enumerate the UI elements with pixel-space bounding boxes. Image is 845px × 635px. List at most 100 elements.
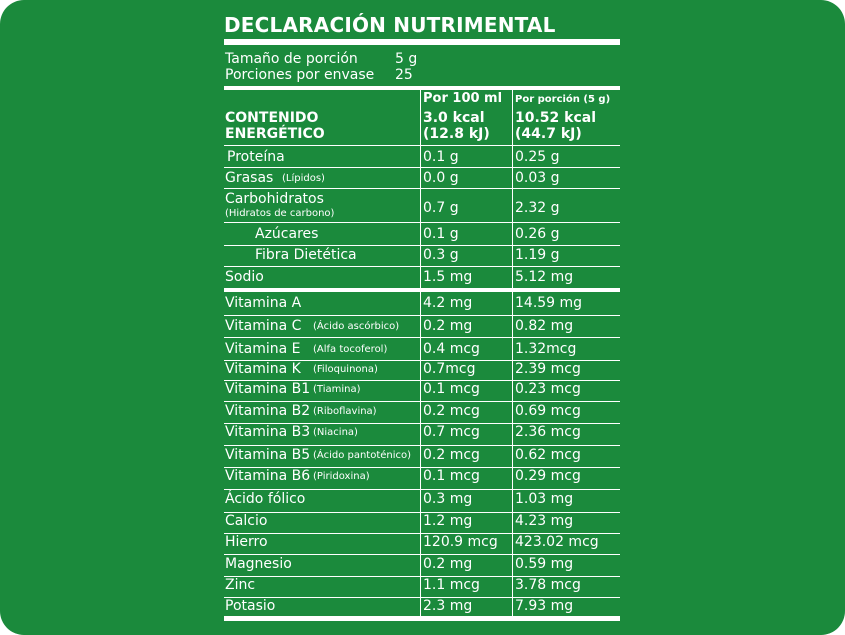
vitamin-sub: (Ácido pantoténico) bbox=[313, 450, 412, 461]
nutrient-per100: 0.0 g bbox=[423, 170, 459, 186]
serving-size-label: Tamaño de porción bbox=[225, 51, 358, 67]
vitamin-sub: (Niacina) bbox=[313, 427, 358, 438]
vitamin-portion: 0.23 mcg bbox=[515, 381, 581, 397]
energy-per100-kj: (12.8 kJ) bbox=[423, 126, 490, 142]
nutrient-per100: 0.3 g bbox=[423, 247, 459, 263]
vitamin-name: Vitamina B5 bbox=[225, 447, 311, 463]
vitamin-portion: 0.62 mcg bbox=[515, 447, 581, 463]
energy-per100-kcal: 3.0 kcal bbox=[423, 110, 485, 126]
row-divider bbox=[224, 337, 620, 338]
panel-title: DECLARACIÓN NUTRIMENTAL bbox=[224, 13, 556, 37]
vitamin-portion: 1.03 mg bbox=[515, 491, 574, 507]
vitamin-portion: 0.59 mg bbox=[515, 556, 574, 572]
row-divider bbox=[224, 554, 620, 555]
column-separator bbox=[420, 90, 421, 288]
vitamin-name: Magnesio bbox=[225, 556, 292, 572]
vitamin-per100: 0.7mcg bbox=[423, 361, 476, 377]
row-divider bbox=[224, 222, 620, 223]
energy-label-1: CONTENIDO bbox=[225, 110, 319, 126]
vitamin-sub: (Riboflavina) bbox=[313, 406, 377, 417]
row-divider bbox=[224, 576, 620, 577]
row-divider bbox=[224, 467, 620, 468]
vitamin-portion: 0.69 mcg bbox=[515, 403, 581, 419]
vitamin-per100: 0.7 mcg bbox=[423, 424, 480, 440]
nutrient-name: Sodio bbox=[225, 269, 264, 285]
vitamin-per100: 120.9 mcg bbox=[423, 534, 498, 550]
energy-label-2: ENERGÉTICO bbox=[225, 126, 325, 142]
nutrient-portion: 0.03 g bbox=[515, 170, 560, 186]
energy-rule bbox=[224, 145, 620, 146]
vitamin-sub: (Filoquinona) bbox=[313, 364, 378, 375]
vitamin-name: Hierro bbox=[225, 534, 268, 550]
nutrient-sub: (Hidratos de carbono) bbox=[225, 208, 335, 219]
vitamin-sub: (Piridoxina) bbox=[313, 471, 370, 482]
vitamin-portion: 2.36 mcg bbox=[515, 424, 581, 440]
vitamin-per100: 2.3 mg bbox=[423, 598, 473, 614]
vitamin-per100: 1.2 mg bbox=[423, 513, 473, 529]
nutrient-name: Fibra Dietética bbox=[255, 247, 357, 263]
vitamin-name: Potasio bbox=[225, 598, 276, 614]
row-divider bbox=[224, 489, 620, 490]
nutrition-facts-panel: DECLARACIÓN NUTRIMENTAL Tamaño de porció… bbox=[222, 10, 622, 624]
row-divider bbox=[224, 533, 620, 534]
vitamin-sub: (Ácido ascórbico) bbox=[313, 321, 400, 332]
column-separator bbox=[512, 90, 513, 288]
vitamin-portion: 0.82 mg bbox=[515, 318, 574, 334]
nutrient-name: Proteína bbox=[227, 149, 285, 165]
nutrient-name: Azúcares bbox=[255, 226, 319, 242]
row-divider bbox=[224, 445, 620, 446]
column-separator bbox=[420, 292, 421, 616]
vitamin-name: Calcio bbox=[225, 513, 268, 529]
vitamin-name: Vitamina C bbox=[225, 318, 302, 334]
vitamin-portion: 1.32mcg bbox=[515, 341, 577, 357]
vitamin-sub: (Alfa tocoferol) bbox=[313, 344, 388, 355]
vitamin-per100: 0.3 mg bbox=[423, 491, 473, 507]
energy-portion-kj: (44.7 kJ) bbox=[515, 126, 582, 142]
nutrient-name: Grasas bbox=[225, 170, 274, 186]
row-divider bbox=[224, 380, 620, 381]
header-rule bbox=[224, 86, 620, 90]
vitamin-name: Vitamina B2 bbox=[225, 403, 311, 419]
vitamin-portion: 2.39 mcg bbox=[515, 361, 581, 377]
per-portion-header: Por porción (5 g) bbox=[515, 94, 611, 105]
row-divider bbox=[224, 188, 620, 189]
nutrient-portion: 0.25 g bbox=[515, 149, 560, 165]
vitamin-portion: 4.23 mg bbox=[515, 513, 574, 529]
vitamin-portion: 7.93 mg bbox=[515, 598, 574, 614]
vitamin-per100: 0.4 mcg bbox=[423, 341, 480, 357]
row-divider bbox=[224, 401, 620, 402]
vitamin-per100: 0.2 mcg bbox=[423, 403, 480, 419]
vitamin-name: Vitamina K bbox=[225, 361, 301, 377]
servings-label: Porciones por envase bbox=[225, 67, 375, 83]
nutrient-per100: 1.5 mg bbox=[423, 269, 473, 285]
row-divider bbox=[224, 512, 620, 513]
title-rule bbox=[224, 39, 620, 45]
vitamin-portion: 14.59 mg bbox=[515, 295, 583, 311]
vitamin-name: Ácido fólico bbox=[225, 491, 306, 507]
vitamin-per100: 0.2 mcg bbox=[423, 447, 480, 463]
servings-value: 25 bbox=[395, 67, 413, 83]
nutrient-per100: 0.7 g bbox=[423, 200, 459, 216]
vitamins-rule bbox=[224, 288, 620, 292]
vitamin-per100: 4.2 mg bbox=[423, 295, 473, 311]
row-divider bbox=[224, 245, 620, 246]
vitamin-name: Vitamina B3 bbox=[225, 424, 311, 440]
row-divider bbox=[224, 360, 620, 361]
nutrient-portion: 2.32 g bbox=[515, 200, 560, 216]
vitamin-name: Vitamina A bbox=[225, 295, 302, 311]
nutrient-per100: 0.1 g bbox=[423, 149, 459, 165]
vitamin-name: Zinc bbox=[225, 577, 256, 593]
row-divider bbox=[224, 423, 620, 424]
vitamin-per100: 0.2 mg bbox=[423, 556, 473, 572]
nutrient-portion: 0.26 g bbox=[515, 226, 560, 242]
nutrient-name: Carbohidratos bbox=[225, 191, 324, 207]
nutrient-sub: (Lípidos) bbox=[282, 173, 325, 184]
vitamin-portion: 3.78 mcg bbox=[515, 577, 581, 593]
row-divider bbox=[224, 167, 620, 168]
serving-size-value: 5 g bbox=[395, 51, 418, 67]
nutrient-portion: 5.12 mg bbox=[515, 269, 574, 285]
energy-portion-kcal: 10.52 kcal bbox=[515, 110, 597, 126]
per-100ml-header: Por 100 ml bbox=[423, 91, 503, 106]
bottom-rule bbox=[224, 616, 620, 621]
